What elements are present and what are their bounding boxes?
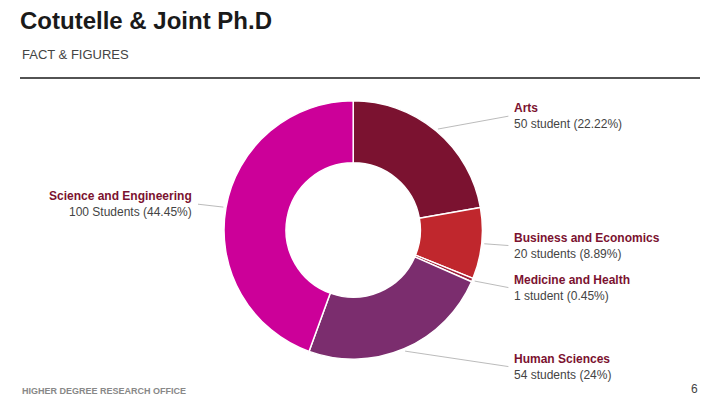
svg-text:Business and Economics20 stude: Business and Economics20 students (8.89%… [514,231,660,261]
svg-text:FACT & FIGURES: FACT & FIGURES [22,47,129,62]
svg-text:6: 6 [691,382,698,396]
svg-text:Arts50 student (22.22%): Arts50 student (22.22%) [514,101,622,131]
svg-text:Science and Engineering100 Stu: Science and Engineering100 Students (44.… [49,189,192,219]
svg-text:Cotutelle & Joint Ph.D: Cotutelle & Joint Ph.D [20,7,272,34]
svg-text:HIGHER DEGREE RESEARCH OFFICE: HIGHER DEGREE RESEARCH OFFICE [22,386,186,396]
svg-text:Medicine and Health1 student (: Medicine and Health1 student (0.45%) [514,273,630,303]
svg-text:Human Sciences54 students (24%: Human Sciences54 students (24%) [514,352,611,382]
